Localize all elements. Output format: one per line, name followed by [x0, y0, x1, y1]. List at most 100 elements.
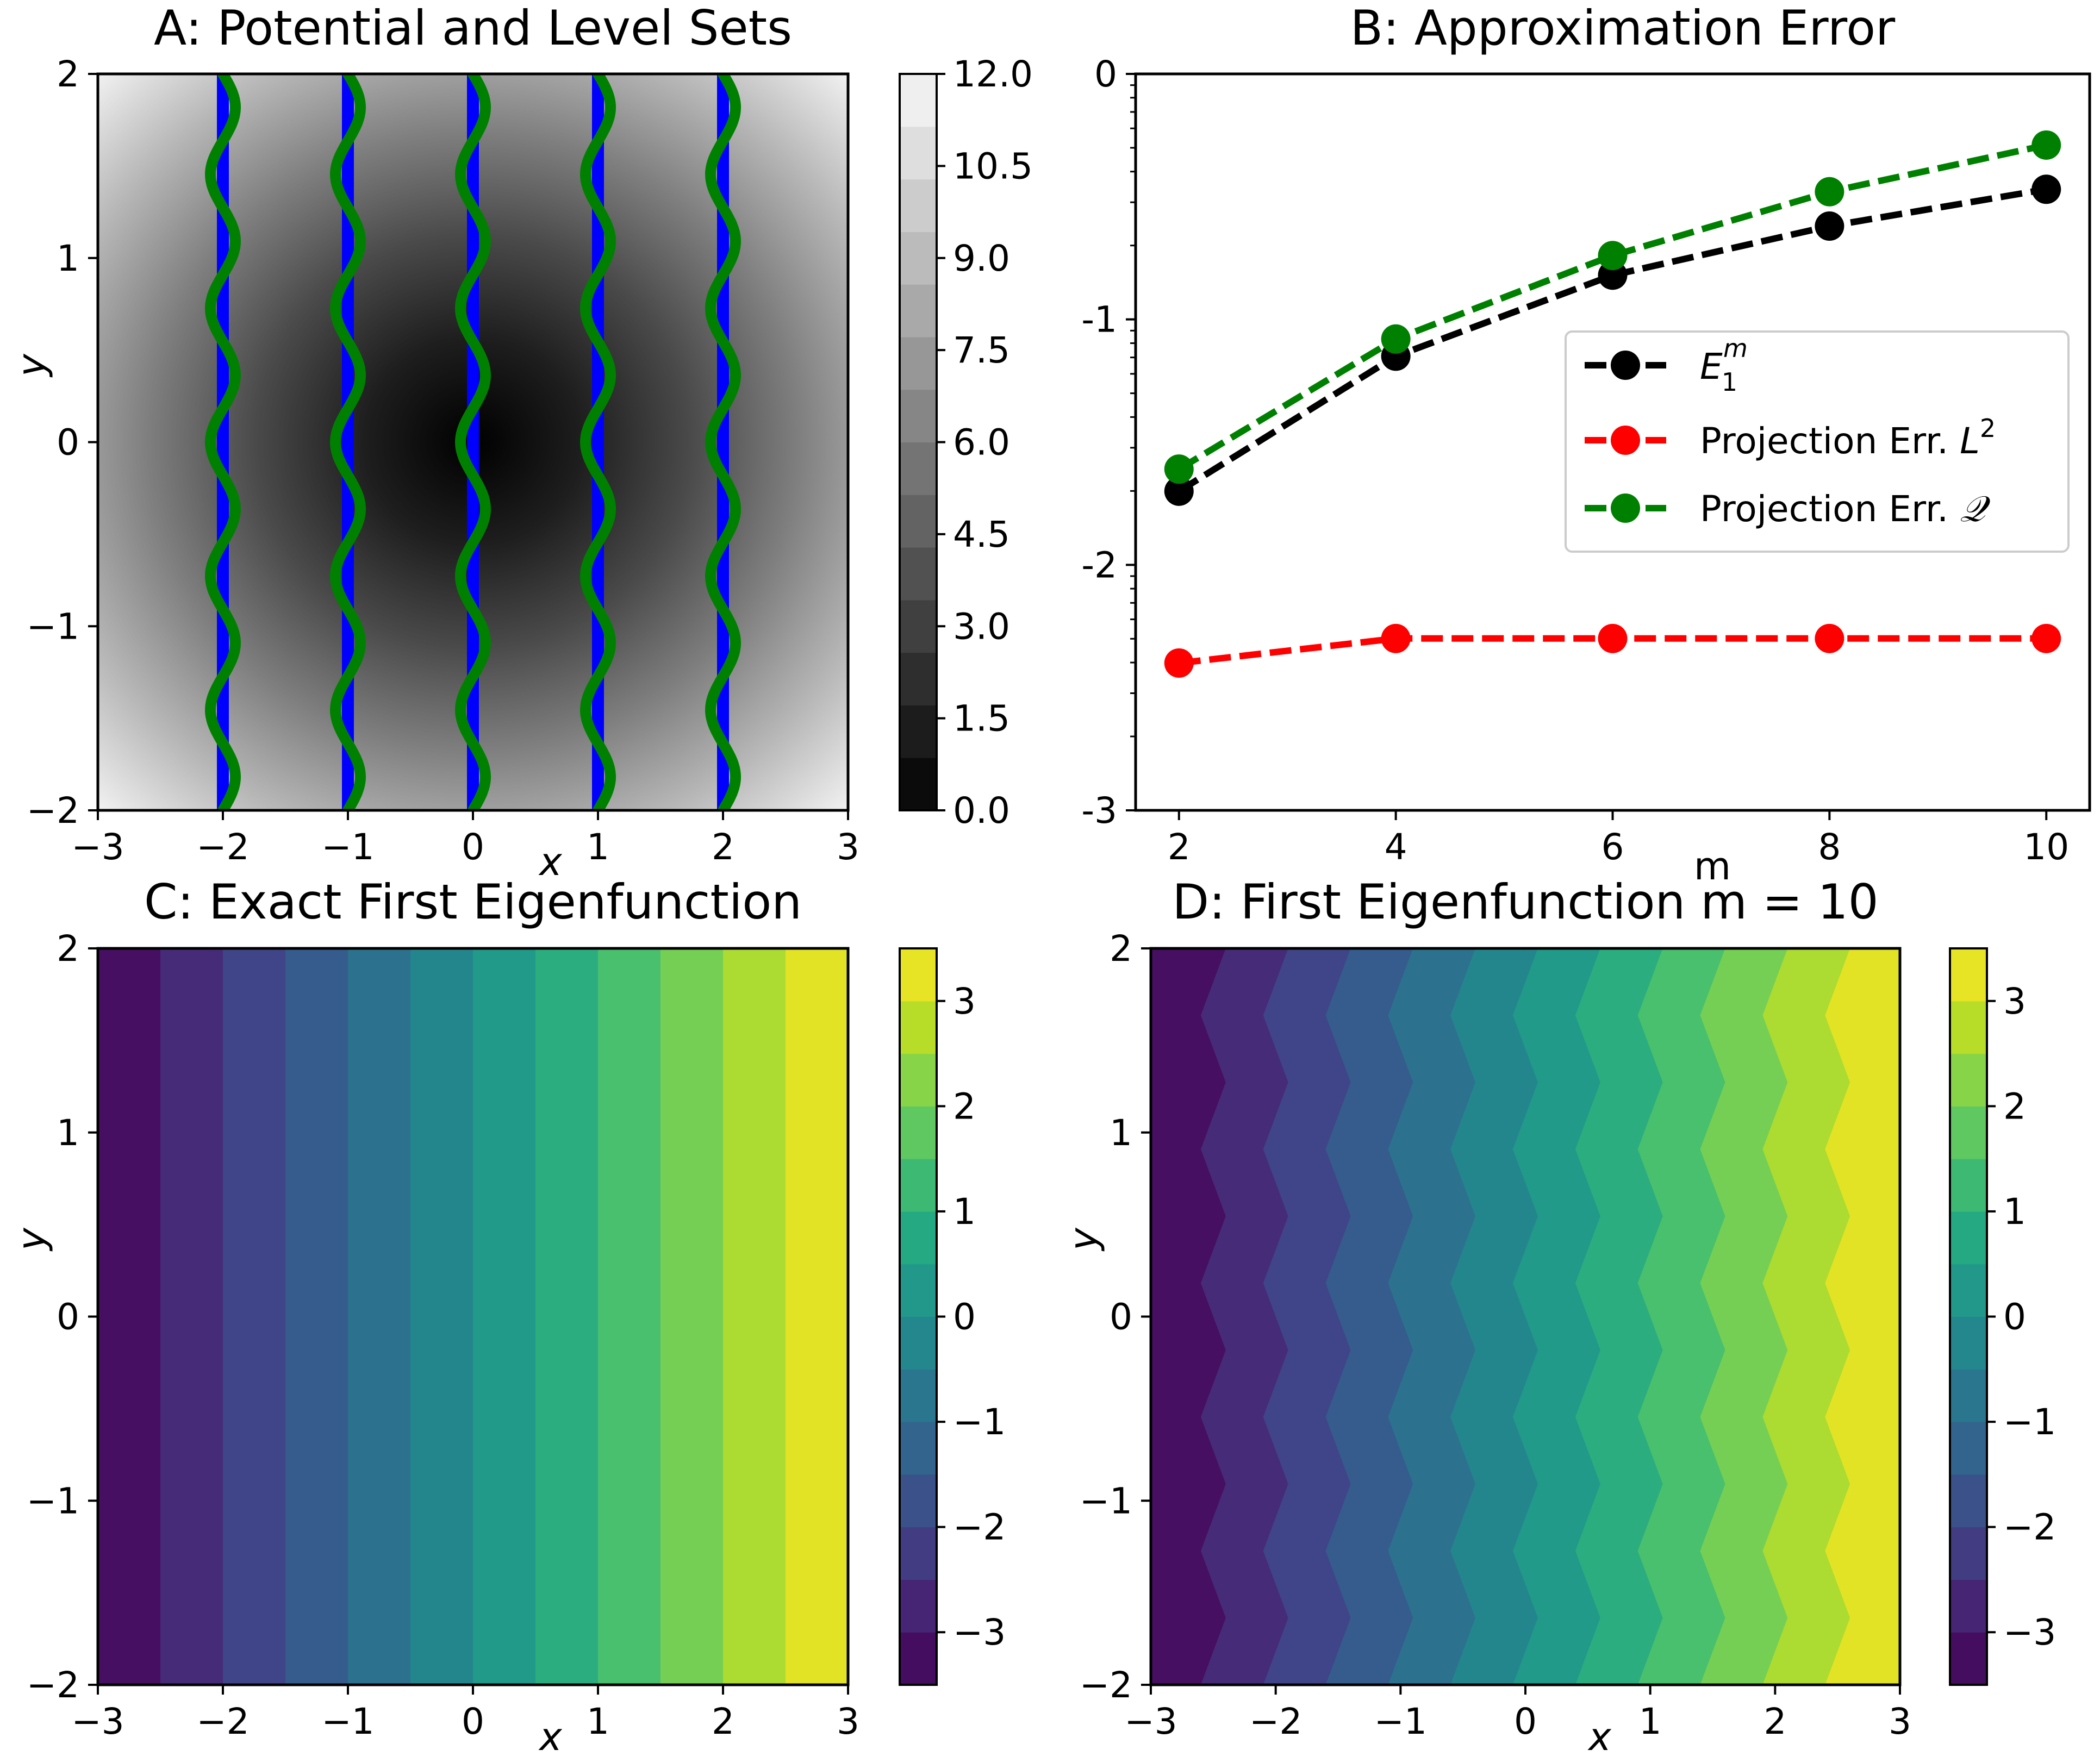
contour-band: [1200, 948, 1289, 1685]
panel-c-colorbar: −3 −2 −1 0 1 2 3: [899, 947, 1006, 1686]
y-tick-label: 1: [1110, 1112, 1132, 1154]
series-point-2: [1598, 241, 1628, 271]
x-tick-label: −3: [1124, 1701, 1177, 1742]
colorbar-band: [1950, 1632, 1987, 1685]
y-tick-label: 1: [57, 1112, 79, 1154]
panel-d-bands: [1151, 948, 1900, 1685]
colorbar-band: [900, 336, 937, 390]
x-tick-label: −1: [321, 826, 374, 868]
panel-b-y-ticks: -3 -2 -1 0: [1081, 53, 1136, 832]
colorbar-band: [900, 1001, 937, 1054]
x-tick-label: 8: [1818, 826, 1841, 868]
panel-d-title: D: First Eigenfunction m = 10: [1172, 874, 1878, 930]
series-line-2: [1177, 142, 2047, 472]
colorbar-band: [1950, 1053, 1987, 1107]
contour-band: [1575, 948, 1663, 1685]
level-line-wavy: [454, 74, 491, 810]
legend-marker-e1m: [1611, 351, 1640, 380]
legend-entry-l2: Projection Err. L2: [1585, 414, 1996, 462]
svg-text:E1m: E1 m: [1700, 334, 1748, 397]
y-tick-label: 2: [1110, 928, 1132, 970]
contour-band: [348, 948, 411, 1685]
colorbar-tick-label: 0.0: [953, 790, 1010, 832]
colorbar-tick-label: 2: [953, 1085, 976, 1127]
series-point-2: [1381, 324, 1411, 354]
colorbar-band: [900, 1264, 937, 1317]
legend-label-e1m-sub: 1: [1722, 367, 1737, 397]
panel-d: D: First Eigenfunction m = 10 −3 −2 −1 0 1 2 3…: [1061, 874, 2056, 1756]
colorbar-band: [900, 1159, 937, 1212]
series-point-1: [1164, 648, 1194, 678]
colorbar-band: [1950, 1264, 1987, 1317]
colorbar-tick-label: 1: [953, 1191, 976, 1233]
x-tick-label: 3: [837, 1701, 859, 1742]
series-line-0: [1177, 186, 2047, 494]
level-line-wavy: [705, 74, 741, 810]
colorbar-band: [900, 1527, 937, 1580]
y-tick-label: -3: [1081, 790, 1117, 832]
legend-label-q: Projection Err.: [1700, 488, 1960, 530]
contour-band: [473, 948, 536, 1685]
x-tick-label: −2: [196, 1701, 249, 1742]
panel-b-series: [1164, 130, 2061, 678]
contour-band: [223, 948, 286, 1685]
x-tick-label: −3: [71, 1701, 124, 1742]
contour-band: [1388, 948, 1476, 1685]
x-tick-label: −1: [1374, 1701, 1427, 1742]
colorbar-band: [900, 74, 937, 127]
contour-band: [723, 948, 786, 1685]
colorbar-band: [1950, 1422, 1987, 1475]
panel-d-ylabel: y: [1061, 1227, 1106, 1252]
x-tick-label: −2: [1249, 1701, 1302, 1742]
x-tick-label: 2: [1168, 826, 1191, 868]
x-tick-label: 6: [1602, 826, 1624, 868]
contour-band: [1700, 948, 1789, 1685]
y-tick-label: 1: [57, 238, 79, 279]
panel-b-x-ticks: 2 4 6 8 10: [1168, 810, 2069, 868]
y-tick-label: −2: [27, 1664, 79, 1706]
colorbar-band: [1950, 1369, 1987, 1422]
x-tick-label: 10: [2023, 826, 2069, 868]
x-tick-label: 3: [837, 826, 859, 868]
colorbar-band: [900, 1579, 937, 1633]
y-tick-label: -2: [1081, 544, 1117, 586]
x-tick-label: 0: [1514, 1701, 1537, 1742]
contour-band: [1825, 948, 1900, 1685]
contour-band: [1450, 948, 1539, 1685]
series-point-0: [2032, 174, 2061, 204]
colorbar-band: [900, 389, 937, 443]
svg-text:Projection Err. L2: Projection Err. L2: [1700, 414, 1996, 462]
colorbar-tick-label: 0: [953, 1296, 976, 1338]
series-point-2: [1815, 177, 1844, 207]
panel-b-xlabel: m: [1694, 844, 1731, 889]
x-tick-label: 1: [587, 1701, 609, 1742]
level-line-wavy: [204, 74, 241, 810]
colorbar-tick-label: 3: [2003, 980, 2026, 1022]
colorbar-tick-label: 3.0: [953, 605, 1010, 647]
x-tick-label: 1: [587, 826, 609, 868]
contour-band: [1263, 948, 1351, 1685]
panel-a-level-lines: [204, 74, 741, 810]
panel-a-title: A: Potential and Level Sets: [154, 0, 792, 56]
y-tick-label: −1: [1080, 1480, 1132, 1522]
colorbar-band: [1950, 1159, 1987, 1212]
colorbar-tick-label: 4.5: [953, 514, 1010, 555]
panel-c-ylabel: y: [9, 1227, 54, 1252]
legend-label-l2-sym: L: [1960, 420, 1980, 462]
series-point-1: [1381, 623, 1411, 653]
colorbar-tick-label: 0: [2003, 1296, 2026, 1338]
panel-a-xlabel: x: [538, 840, 562, 884]
colorbar-band: [900, 1211, 937, 1265]
x-tick-label: 4: [1385, 826, 1407, 868]
colorbar-band: [900, 1369, 937, 1422]
colorbar-band: [1950, 948, 1987, 1002]
x-tick-label: −3: [71, 826, 124, 868]
panel-a: A: Potential and Level Sets −3 −2 −1 0 1 2 3 −…: [9, 0, 1033, 884]
colorbar-band: [900, 1474, 937, 1528]
panel-a-colorbar-bands: [900, 74, 937, 811]
panel-d-y-ticks: −2 −1 0 1 2: [1080, 928, 1151, 1706]
colorbar-tick-label: 6.0: [953, 422, 1010, 464]
colorbar-tick-label: −1: [953, 1401, 1006, 1443]
series-point-0: [1164, 476, 1194, 506]
contour-band: [535, 948, 599, 1685]
